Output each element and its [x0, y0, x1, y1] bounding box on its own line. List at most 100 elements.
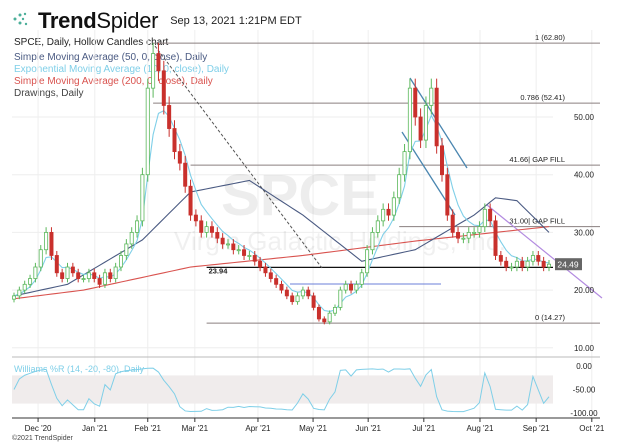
- candle-body: [343, 283, 348, 291]
- candle-body: [49, 231, 54, 256]
- candle-body: [209, 226, 214, 233]
- y-tick-label: 20.00: [574, 286, 595, 295]
- x-tick-label: May '21: [299, 424, 327, 433]
- candle-body: [290, 295, 295, 303]
- candle-body: [493, 220, 498, 256]
- x-tick-label: Oct '21: [579, 424, 605, 433]
- watermark-ticker: SPCE: [221, 163, 379, 228]
- legend-drawings[interactable]: Drawings, Daily: [14, 88, 84, 99]
- wr-tick-label: -50.00: [573, 386, 596, 395]
- candle-body: [402, 151, 407, 176]
- trendline-dashed: [154, 45, 323, 269]
- x-tick-label: Mar '21: [182, 424, 209, 433]
- copyright: ©2021 TrendSpider: [12, 434, 73, 442]
- candle-body: [407, 87, 412, 153]
- candle-body: [44, 231, 49, 251]
- candle-body: [349, 283, 354, 291]
- legend-williams-r[interactable]: Williams %R (14, -20, -80), Daily: [14, 364, 145, 374]
- candle-body: [199, 220, 204, 233]
- candle-body: [188, 185, 193, 216]
- candle-body: [92, 272, 97, 279]
- level-label: 0.786 (52.41): [520, 93, 565, 102]
- candle-body: [193, 214, 198, 222]
- price-tag-label: 24.49: [557, 260, 579, 270]
- candle-body: [140, 174, 145, 222]
- chart-title: SPCE, Daily, Hollow Candles chart: [14, 37, 169, 48]
- candle-body: [391, 197, 396, 216]
- candle-body: [274, 278, 279, 285]
- candle-body: [108, 272, 113, 279]
- candle-body: [129, 231, 134, 245]
- candle-body: [482, 208, 487, 228]
- timestamp: Sep 13, 2021 1:21PM EDT: [170, 15, 302, 27]
- candle-body: [279, 283, 284, 291]
- candle-body: [332, 307, 337, 314]
- candle-body: [450, 214, 455, 233]
- candle-body: [113, 266, 118, 279]
- brand-logo: TrendSpider: [38, 8, 159, 33]
- candle-body: [161, 70, 166, 106]
- candle-body: [316, 307, 321, 320]
- candle-body: [429, 87, 434, 106]
- level-label: 41.66| GAP FILL: [509, 155, 565, 164]
- legend-sma50[interactable]: Simple Moving Average (50, 0, close), Da…: [14, 52, 208, 63]
- candle-body: [547, 263, 552, 268]
- candle-body: [423, 105, 428, 141]
- candle-body: [54, 255, 59, 274]
- candle-body: [381, 208, 386, 222]
- candle-body: [445, 174, 450, 216]
- downtrend-line: [486, 204, 603, 299]
- wr-tick-label: 0.00: [576, 362, 592, 371]
- wr-tick-label: -100.00: [570, 409, 598, 418]
- legend-sma200[interactable]: Simple Moving Average (200, 0, close), D…: [14, 76, 213, 87]
- sma50-line: [13, 179, 550, 297]
- candle-body: [236, 249, 241, 252]
- candle-body: [97, 278, 102, 285]
- level-label: 0 (14.27): [535, 313, 566, 322]
- candle-body: [322, 318, 327, 323]
- candle-body: [102, 272, 107, 285]
- y-tick-label: 10.00: [574, 344, 595, 353]
- legend-ema10[interactable]: Exponential Moving Average (10, 0, close…: [14, 64, 229, 75]
- wr-band: [12, 375, 553, 404]
- y-tick-label: 40.00: [574, 171, 595, 180]
- candle-body: [284, 289, 289, 297]
- price-tag: [555, 258, 582, 271]
- x-tick-label: Jul '21: [412, 424, 435, 433]
- candle-body: [145, 87, 150, 176]
- candle-body: [413, 87, 418, 118]
- candle-body: [151, 53, 156, 89]
- candle-body: [247, 255, 252, 257]
- candle-body: [439, 145, 444, 176]
- candle-body: [172, 128, 177, 153]
- candle-body: [295, 295, 300, 303]
- candle-body: [509, 266, 514, 269]
- candle-body: [215, 231, 220, 239]
- candle-body: [327, 312, 332, 323]
- candle-body: [434, 87, 439, 147]
- candle-body: [536, 255, 541, 262]
- x-tick-label: Jan '21: [82, 424, 108, 433]
- williams-r-line: [13, 367, 550, 413]
- candle-body: [70, 266, 75, 274]
- candle-body: [477, 226, 482, 233]
- candle-body: [177, 151, 182, 164]
- level-label: 23.94: [209, 266, 229, 275]
- candle-body: [472, 231, 477, 234]
- candle-body: [375, 220, 380, 233]
- candle-body: [242, 249, 247, 256]
- candle-body: [370, 231, 375, 251]
- candle-body: [204, 226, 209, 233]
- candle-body: [33, 266, 38, 279]
- y-tick-label: 30.00: [574, 228, 595, 237]
- candle-body: [525, 260, 530, 268]
- candle-body: [504, 260, 509, 268]
- x-tick-label: Jun '21: [355, 424, 381, 433]
- candle-body: [498, 255, 503, 262]
- candle-body: [17, 289, 22, 297]
- candle-body: [231, 243, 236, 251]
- candle-body: [541, 260, 546, 268]
- candle-body: [22, 283, 27, 291]
